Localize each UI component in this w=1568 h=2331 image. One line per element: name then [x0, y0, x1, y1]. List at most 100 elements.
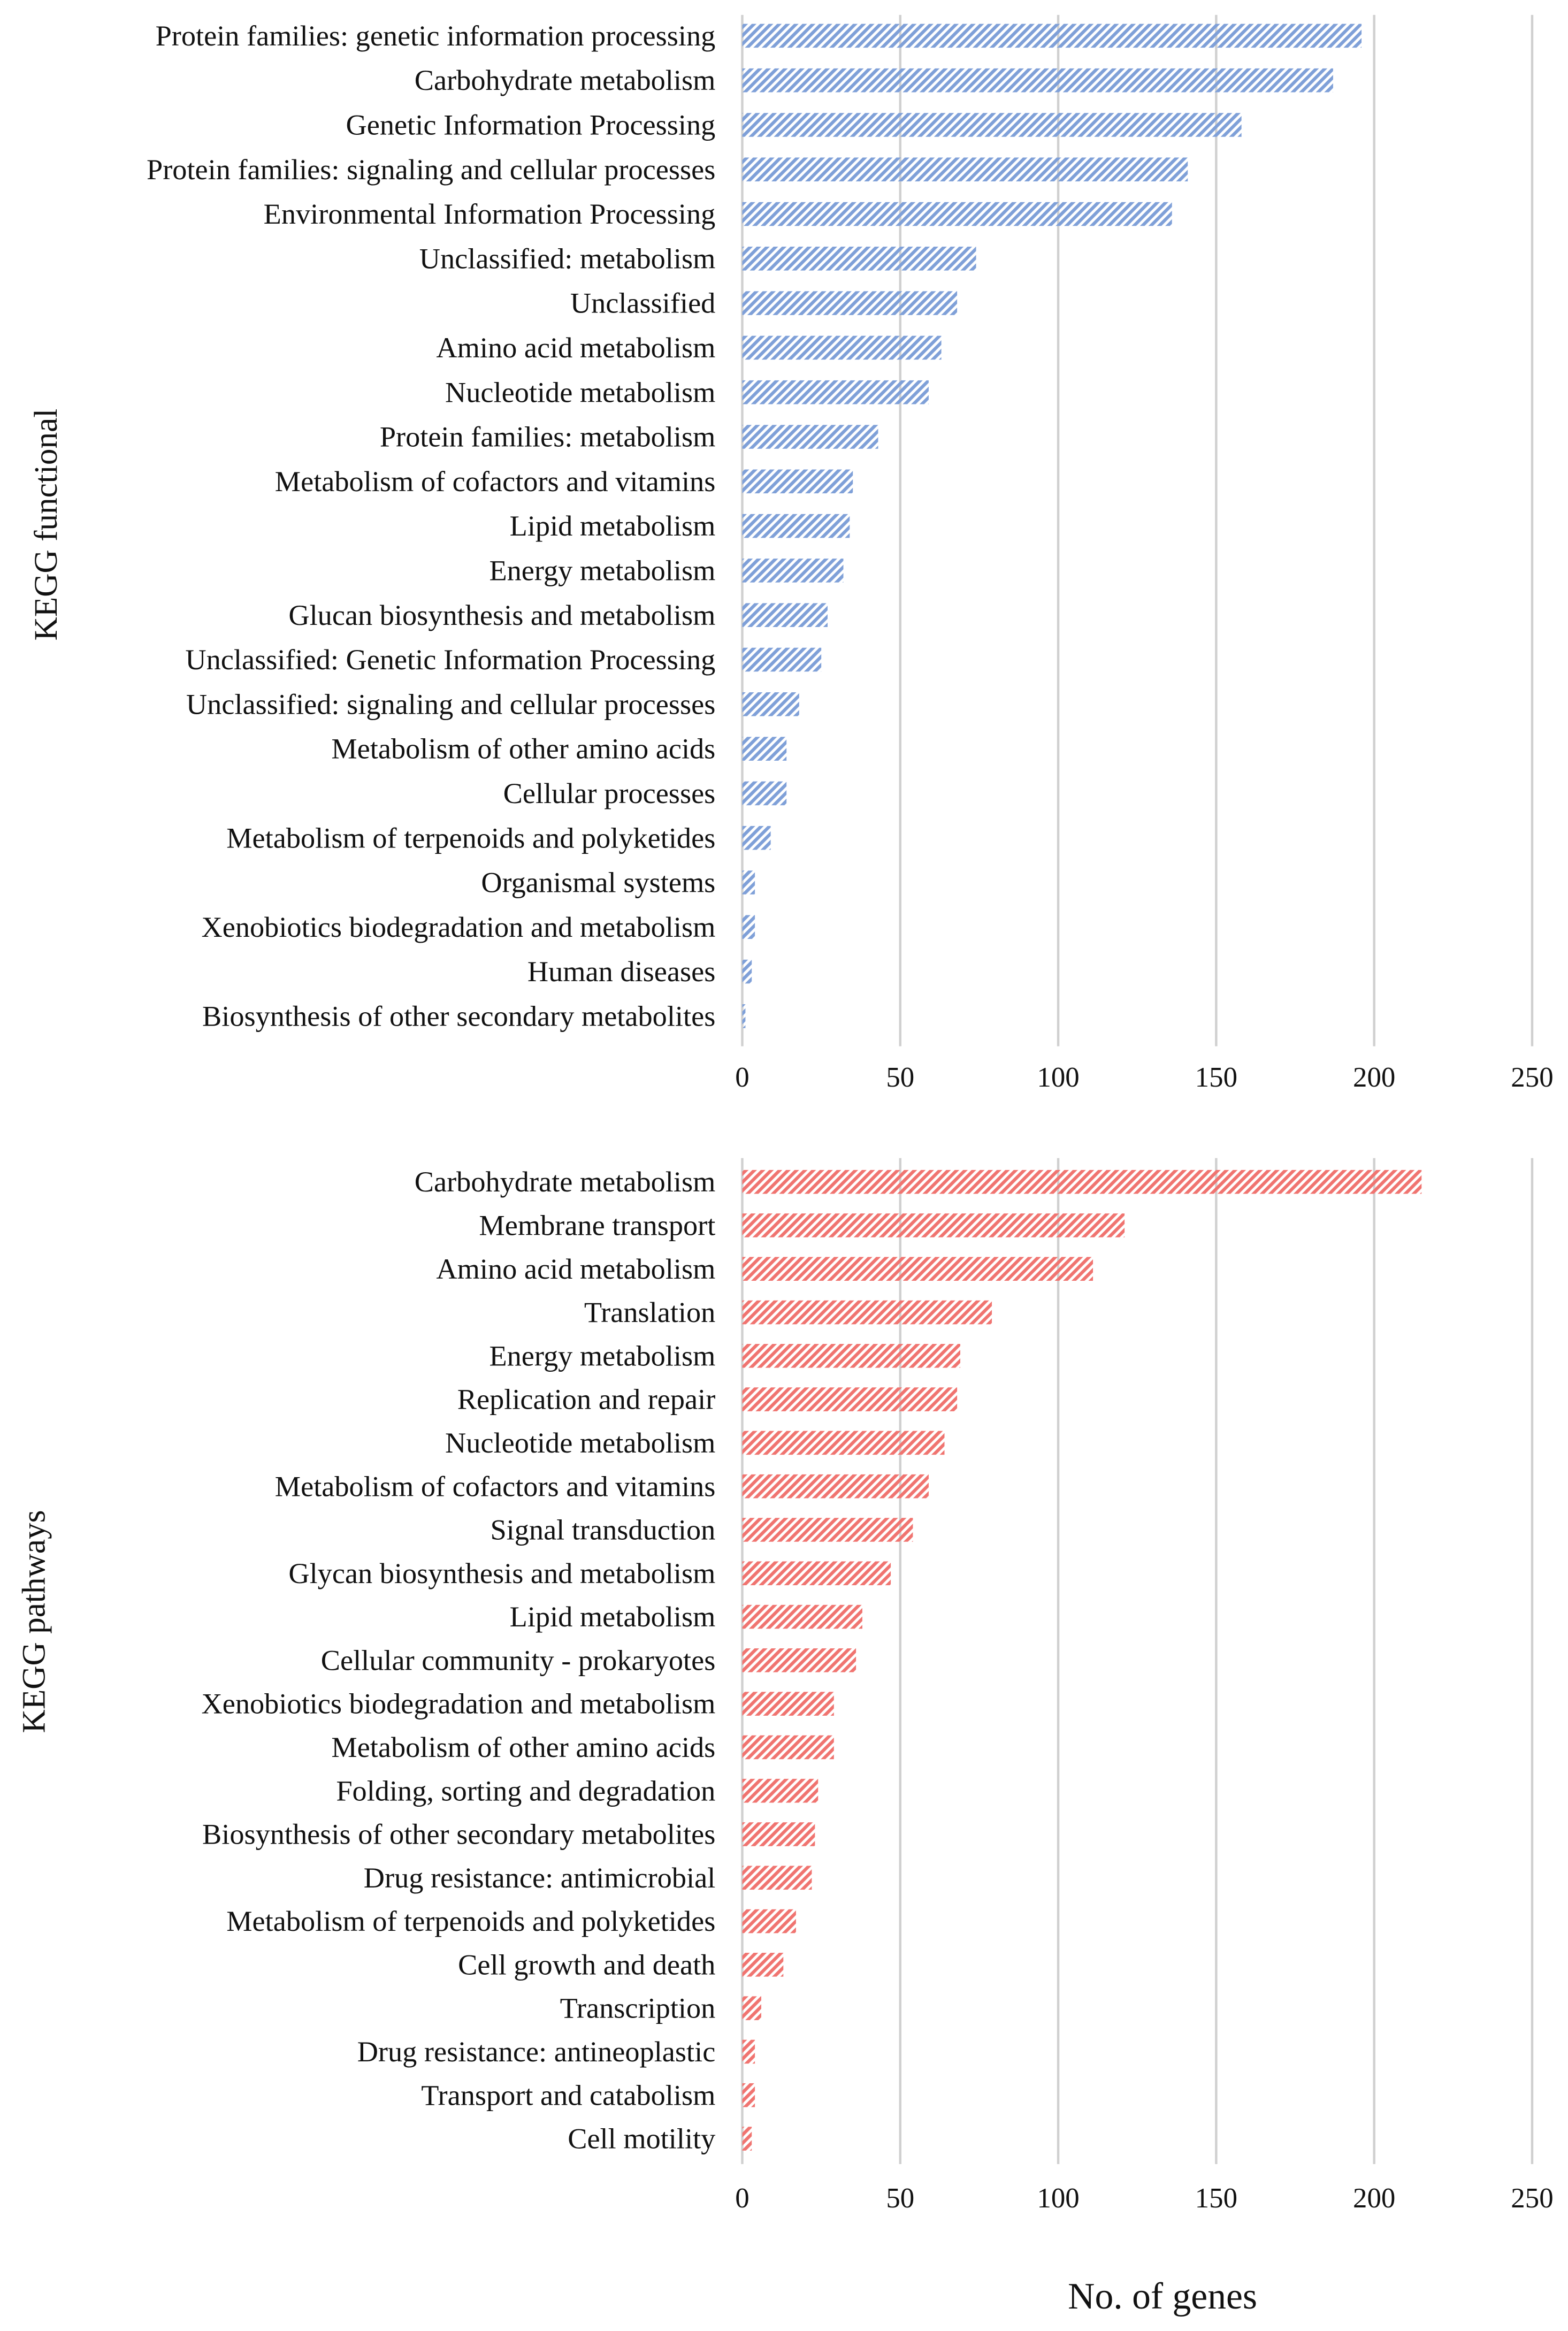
bar	[742, 2083, 755, 2107]
bar	[742, 737, 787, 761]
category-label: Membrane transport	[479, 1210, 715, 1242]
x-axis-title: No. of genes	[1068, 2276, 1257, 2317]
bar	[742, 425, 878, 449]
bar	[742, 291, 958, 315]
category-label: Organismal systems	[481, 867, 715, 899]
bar	[742, 1257, 1093, 1281]
x-tick-label: 50	[886, 2183, 914, 2214]
category-label: Cell motility	[568, 2123, 715, 2155]
bar	[742, 1300, 992, 1325]
category-label: Unclassified: Genetic Information Proces…	[185, 644, 715, 676]
bar	[742, 1004, 746, 1028]
bar	[742, 826, 771, 850]
bar	[742, 1692, 834, 1716]
category-label: Amino acid metabolism	[436, 332, 715, 364]
bar	[742, 1387, 958, 1411]
category-label: Xenobiotics biodegradation and metabolis…	[202, 911, 716, 943]
bar	[742, 514, 850, 538]
category-label: Glucan biosynthesis and metabolism	[288, 599, 715, 631]
category-label: Unclassified	[570, 287, 715, 319]
category-label: Drug resistance: antimicrobial	[364, 1862, 716, 1894]
bar	[742, 469, 853, 494]
category-label: Unclassified: metabolism	[419, 242, 716, 274]
category-label: Carbohydrate metabolism	[415, 1166, 716, 1198]
category-label: Drug resistance: antineoplastic	[357, 2036, 716, 2068]
category-label: Amino acid metabolism	[436, 1253, 715, 1285]
bar	[742, 2039, 755, 2064]
category-label: Human diseases	[527, 956, 715, 988]
category-label: Energy metabolism	[489, 1340, 715, 1372]
category-label: Transport and catabolism	[421, 2079, 715, 2111]
x-tick-label: 0	[735, 1062, 749, 1093]
category-label: Folding, sorting and degradation	[336, 1775, 715, 1807]
bar	[742, 68, 1333, 93]
bar	[742, 202, 1172, 226]
bar	[742, 1953, 784, 1977]
bar	[742, 24, 1362, 48]
bar	[742, 647, 822, 672]
category-label: Nucleotide metabolism	[445, 1427, 715, 1459]
bar	[742, 157, 1188, 182]
category-label: Cellular processes	[503, 777, 716, 809]
bar	[742, 1909, 796, 1933]
category-label: Genetic Information Processing	[346, 109, 716, 141]
category-label: Environmental Information Processing	[264, 198, 716, 230]
bar	[742, 1474, 929, 1499]
bar	[742, 915, 755, 939]
category-label: Xenobiotics biodegradation and metabolis…	[202, 1688, 716, 1720]
x-tick-label: 250	[1511, 1062, 1553, 1093]
bar	[742, 247, 976, 271]
bar	[742, 781, 787, 806]
kegg-pathways-panel: 0 50 100 150 200 250 Carbohydrate metabolism Me…	[16, 1158, 1554, 2214]
x-tick-label: 50	[886, 1062, 914, 1093]
x-tick-label: 0	[735, 2183, 749, 2214]
x-tick-label: 150	[1195, 1062, 1237, 1093]
bar	[742, 870, 755, 895]
bar	[742, 335, 942, 360]
category-label: Nucleotide metabolism	[445, 376, 715, 408]
category-label: Glycan biosynthesis and metabolism	[288, 1557, 715, 1589]
x-tick-label: 250	[1511, 2183, 1553, 2214]
category-label: Cellular community - prokaryotes	[321, 1644, 716, 1676]
bar	[742, 1778, 819, 1803]
bar	[742, 692, 799, 716]
category-label: Replication and repair	[457, 1384, 716, 1416]
bar	[742, 603, 828, 627]
bar	[742, 1344, 961, 1368]
x-tick-label: 150	[1195, 2183, 1237, 2214]
category-label: Cell growth and death	[458, 1948, 715, 1981]
category-label: Biosynthesis of other secondary metaboli…	[202, 1818, 715, 1851]
bar	[742, 1866, 812, 1890]
bar	[742, 1735, 834, 1760]
bar	[742, 1648, 856, 1672]
bar	[742, 1822, 815, 1846]
category-label: Energy metabolism	[489, 555, 715, 587]
bar	[742, 380, 929, 404]
category-label: Metabolism of other amino acids	[331, 1731, 715, 1763]
bar	[742, 113, 1242, 137]
bar	[742, 1561, 891, 1586]
category-label: Metabolism of cofactors and vitamins	[275, 1470, 716, 1502]
y-axis-title: KEGG pathways	[16, 1510, 52, 1733]
bar	[742, 1996, 761, 2020]
category-label: Metabolism of terpenoids and polyketides	[226, 822, 715, 854]
x-tick-label: 200	[1353, 1062, 1395, 1093]
bar	[742, 1170, 1422, 1194]
category-label: Lipid metabolism	[510, 1601, 716, 1633]
kegg-functional-panel: 0 50 100 150 200 250 Protein families: genetic…	[28, 14, 1554, 1093]
x-tick-label: 200	[1353, 2183, 1395, 2214]
category-label: Lipid metabolism	[510, 510, 716, 542]
bar	[742, 1213, 1125, 1237]
category-label: Unclassified: signaling and cellular pro…	[186, 688, 715, 720]
bar	[742, 2127, 752, 2151]
category-label: Translation	[584, 1296, 715, 1328]
category-label: Carbohydrate metabolism	[415, 64, 716, 96]
category-label: Metabolism of cofactors and vitamins	[275, 465, 716, 498]
category-label: Signal transduction	[490, 1514, 715, 1546]
category-label: Transcription	[560, 1992, 716, 2024]
bar	[742, 1518, 913, 1542]
x-tick-label: 100	[1037, 2183, 1079, 2214]
category-label: Metabolism of terpenoids and polyketides	[226, 1905, 715, 1937]
category-label: Protein families: signaling and cellular…	[147, 154, 715, 186]
